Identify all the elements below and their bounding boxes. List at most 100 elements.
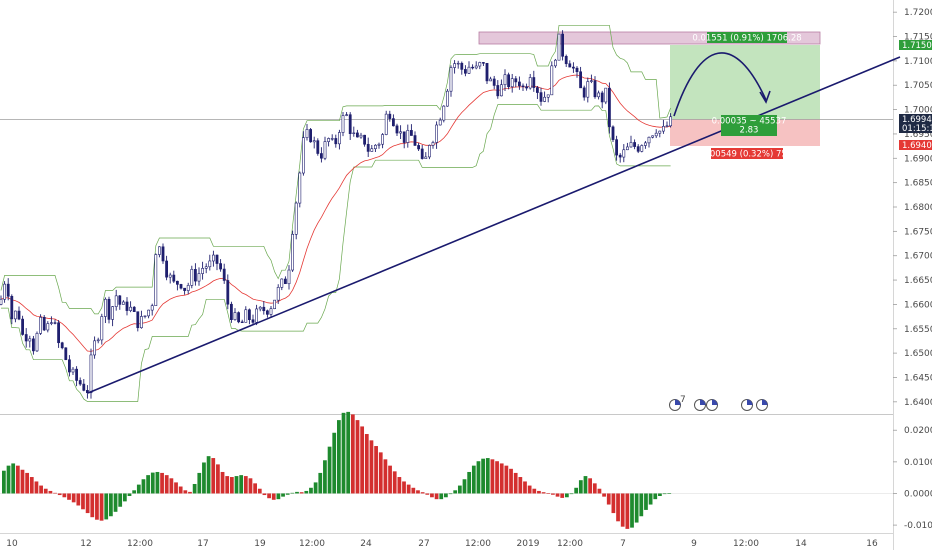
projection-arrow[interactable] — [673, 52, 767, 117]
candle-body — [471, 66, 475, 69]
osc-tick-label: 0.0200 — [904, 426, 932, 436]
osc-bar — [416, 490, 420, 494]
stop-price-tag — [899, 140, 932, 150]
candle-body — [431, 142, 435, 146]
candle-body — [337, 132, 341, 145]
candle-body — [607, 87, 611, 128]
time-axis[interactable]: 10 12 12:00 17 19 12:00 24 27 12:00 2019 12:00 7 9 12… — [6, 539, 878, 549]
candle-body — [276, 287, 280, 301]
osc-bar — [67, 493, 71, 500]
osc-bar — [467, 471, 472, 494]
candle-body — [291, 234, 295, 271]
osc-bar — [337, 420, 341, 494]
candle-body — [129, 306, 133, 311]
osc-bar — [541, 492, 546, 494]
candle-body — [618, 154, 622, 158]
osc-bar — [262, 493, 267, 496]
price-tick-label: 1.67500 — [904, 227, 932, 237]
time-tick-label: 2019 — [517, 539, 540, 549]
osc-bar — [388, 465, 392, 494]
event-icons[interactable]: 7 — [669, 395, 768, 411]
candle-body — [262, 306, 266, 312]
osc-bar — [578, 480, 583, 494]
osc-bar — [490, 459, 495, 494]
osc-bar — [25, 472, 30, 494]
candle-body — [625, 146, 629, 151]
osc-bar — [81, 493, 85, 510]
osc-bar — [444, 493, 448, 498]
candle-body — [10, 295, 14, 320]
osc-bar — [662, 493, 667, 495]
osc-bar — [271, 493, 276, 500]
osc-bar — [109, 493, 113, 517]
osc-bar — [634, 493, 639, 523]
candle-body — [0, 298, 3, 305]
candle-body — [89, 354, 93, 394]
osc-bar — [95, 493, 99, 520]
osc-bar — [378, 452, 383, 494]
stop-label-bg — [711, 148, 783, 159]
price-tick-label: 1.71000 — [904, 57, 932, 67]
candle-body — [366, 143, 370, 152]
candle-body — [521, 85, 525, 88]
candlesticks — [0, 30, 673, 399]
candle-body — [28, 338, 32, 342]
time-tick-label: 12:00 — [557, 539, 583, 549]
candle-body — [489, 78, 493, 82]
osc-bar — [667, 493, 672, 494]
osc-bar — [309, 487, 313, 494]
trendline[interactable] — [87, 56, 901, 394]
candle-body — [283, 278, 287, 285]
candle-body — [222, 268, 226, 281]
candle-body — [474, 65, 478, 69]
osc-bar — [481, 458, 485, 494]
candle-body — [597, 92, 601, 98]
candle-body — [525, 86, 529, 89]
osc-bar — [355, 420, 360, 494]
candle-body — [640, 145, 644, 152]
candle-body — [629, 142, 633, 148]
candle-body — [514, 78, 518, 83]
osc-bar — [569, 493, 574, 495]
price-tick-label: 1.64500 — [904, 373, 932, 383]
candle-body — [553, 59, 557, 67]
osc-bar — [229, 477, 234, 494]
osc-bar — [551, 493, 555, 495]
osc-bar — [513, 472, 518, 494]
candle-body — [161, 246, 165, 262]
candle-body — [453, 63, 457, 68]
time-tick-label: 24 — [360, 539, 372, 549]
candle-body — [150, 305, 154, 311]
time-tick-label: 12 — [80, 539, 91, 549]
candle-body — [237, 312, 241, 323]
price-axis[interactable]: 1.64000 1.64500 1.65000 1.65500 1.66000 1.665… — [893, 8, 932, 408]
osc-bar — [234, 476, 239, 494]
candle-body — [456, 62, 460, 65]
candle-body — [197, 273, 201, 282]
profit-zone[interactable] — [670, 45, 820, 119]
osc-bar — [606, 493, 611, 505]
price-tick-label: 1.66000 — [904, 300, 932, 310]
price-tick-label: 1.70000 — [904, 106, 932, 116]
osc-bar — [588, 478, 593, 494]
osc-bar — [225, 476, 230, 494]
target-price-label: 1.71500 — [902, 41, 932, 51]
candle-body — [388, 113, 392, 119]
current-price-tag — [899, 114, 932, 133]
osc-bar — [504, 465, 509, 494]
candle-body — [154, 254, 158, 306]
candle-body — [57, 322, 61, 344]
osc-bar — [555, 493, 560, 497]
osc-bar — [127, 493, 132, 497]
candle-body — [510, 78, 514, 88]
time-tick-label: 12:00 — [465, 539, 491, 549]
candle-body — [377, 143, 381, 146]
candle-body — [391, 118, 395, 127]
candle-body — [172, 274, 176, 282]
osc-bar — [509, 468, 513, 494]
candle-body — [255, 308, 259, 323]
candle-body — [417, 145, 421, 150]
candle-body — [424, 156, 428, 159]
